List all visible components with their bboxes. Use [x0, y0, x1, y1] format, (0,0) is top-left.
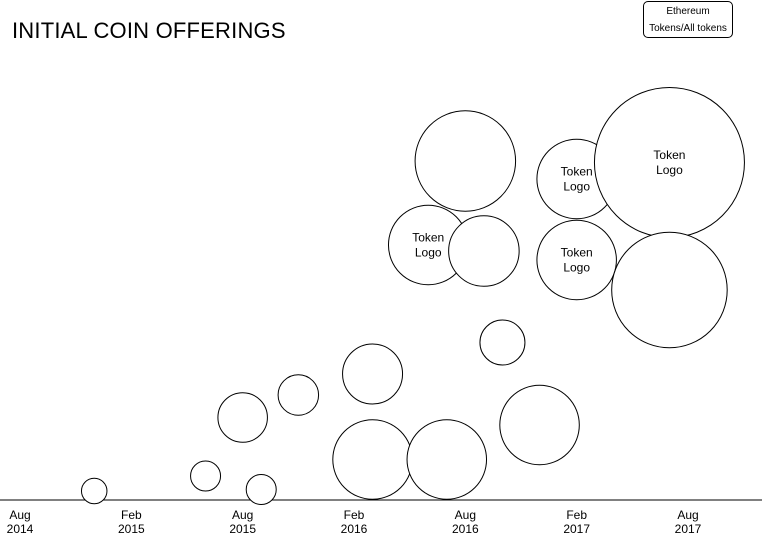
bubble-circle[interactable]: [277, 374, 320, 416]
ico-bubble-1[interactable]: [190, 460, 222, 492]
token-logo-label: Token Logo: [653, 148, 685, 177]
bubble-circle[interactable]: [190, 460, 222, 492]
x-tick-label-5: Feb 2017: [563, 508, 590, 536]
x-tick-label-4: Aug 2016: [452, 508, 479, 536]
bubble-circle[interactable]: [536, 219, 617, 301]
ico-bubble-5[interactable]: [332, 419, 413, 500]
bubble-circle[interactable]: [414, 110, 517, 212]
token-logo-label: Token Logo: [412, 231, 444, 260]
ico-bubble-16[interactable]: [611, 231, 728, 349]
x-tick-label-2: Aug 2015: [229, 508, 256, 536]
ethereum-tokens-toggle-button[interactable]: Ethereum Tokens/All tokens: [643, 1, 733, 38]
bubble-circle[interactable]: [332, 419, 413, 500]
ico-bubble-6[interactable]: [342, 343, 404, 405]
bubble-circle[interactable]: [479, 319, 526, 366]
bubble-circle[interactable]: [499, 384, 580, 466]
ico-bubble-12[interactable]: [499, 384, 580, 466]
x-tick-label-1: Feb 2015: [118, 508, 145, 536]
chart-title: INITIAL COIN OFFERINGS: [12, 18, 286, 43]
ico-bubble-3[interactable]: [245, 474, 277, 505]
ico-bubble-0[interactable]: [80, 477, 108, 505]
ico-bubble-14[interactable]: Token Logo: [536, 219, 617, 301]
ico-bubble-9[interactable]: [414, 110, 517, 212]
token-logo-label: Token Logo: [561, 165, 593, 194]
toggle-label-line1: Ethereum: [666, 5, 710, 17]
x-tick-label-6: Aug 2017: [675, 508, 702, 536]
toggle-label-line2: Tokens/All tokens: [649, 22, 727, 34]
bubble-circle[interactable]: [245, 474, 277, 505]
x-tick-label-0: Aug 2014: [7, 508, 34, 536]
bubble-circle[interactable]: [448, 215, 520, 287]
ico-bubble-4[interactable]: [277, 374, 320, 416]
bubble-circle[interactable]: [342, 343, 404, 405]
ico-bubble-8[interactable]: [406, 419, 488, 500]
bubbles-group: Token Logo Token Logo Token Logo Token Logo: [80, 87, 745, 505]
bubble-circle[interactable]: [80, 477, 108, 505]
x-axis-ticks: Aug 2014 Feb 2015 Aug 2015 Feb 2016 Aug 2016 Feb 20…: [7, 508, 702, 536]
ico-bubble-2[interactable]: [217, 392, 268, 443]
token-logo-label: Token Logo: [561, 246, 593, 275]
bubble-circle[interactable]: [406, 419, 488, 500]
ico-bubble-15[interactable]: Token Logo: [593, 87, 745, 238]
bubble-circle[interactable]: [611, 231, 728, 349]
ico-bubble-11[interactable]: [479, 319, 526, 366]
ico-bubble-10[interactable]: [448, 215, 520, 287]
bubble-circle[interactable]: [217, 392, 268, 443]
x-tick-label-3: Feb 2016: [341, 508, 368, 536]
